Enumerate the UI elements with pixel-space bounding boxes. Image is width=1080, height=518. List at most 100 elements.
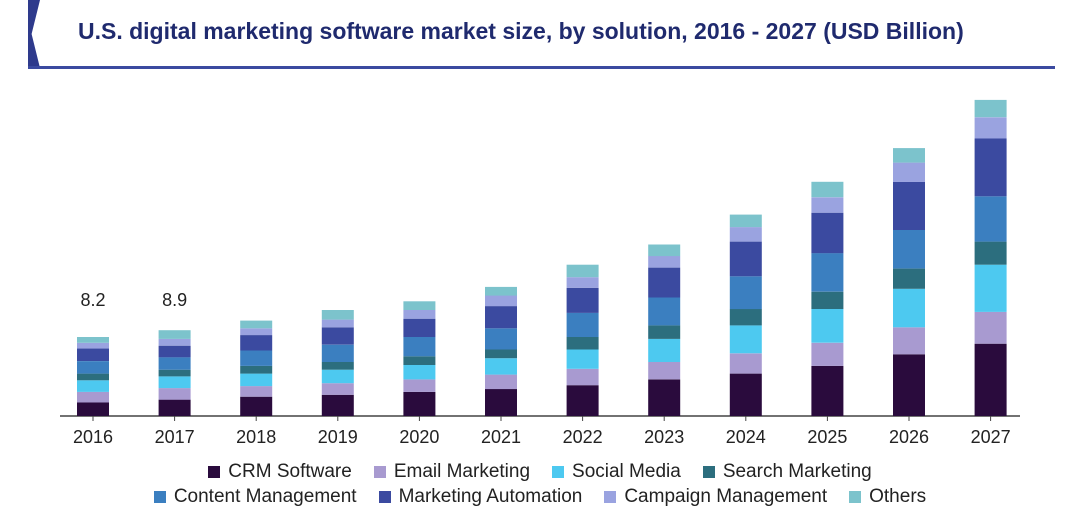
bar-segment-2018-crm-software	[240, 396, 273, 416]
legend-swatch	[849, 491, 862, 503]
bar-segment-2018-marketing-automation	[240, 335, 273, 351]
bar-segment-2018-campaign-management	[240, 328, 273, 335]
legend-row-1: CRM Software Email Marketing Social Media S…	[0, 461, 1080, 483]
legend-swatch	[378, 491, 391, 503]
x-tick-label: 2026	[889, 427, 929, 447]
bar-segment-2019-marketing-automation	[321, 327, 354, 345]
bar-segment-2021-crm-software	[485, 389, 517, 416]
bar-segment-2024-search-marketing	[729, 309, 762, 326]
bar-segment-2020-search-marketing	[403, 356, 436, 365]
bar-segment-2017-marketing-automation	[158, 345, 191, 358]
legend-swatch	[373, 466, 386, 478]
bar-segment-2026-email-marketing	[893, 327, 925, 355]
stacked-bar-chart: 2016 2017 2018 2019 2020 2021 2022 2023 2024 2025…	[60, 99, 1020, 447]
bar-segment-2016-social-media	[77, 380, 109, 392]
bar-segment-2024-marketing-automation	[729, 241, 762, 277]
bar-segment-2016-search-marketing	[77, 373, 109, 381]
legend-swatch	[702, 466, 715, 478]
bar-segment-2026-marketing-automation	[893, 181, 925, 230]
bar-segment-2026-content-management	[893, 230, 925, 269]
bar-segment-2025-crm-software	[811, 365, 844, 416]
bar-segment-2022-marketing-automation	[566, 287, 599, 313]
legend-item-marketing-automation: Marketing Automation	[378, 486, 583, 508]
bar-segment-2024-campaign-management	[729, 227, 762, 242]
legend-label: Others	[869, 486, 927, 507]
bar-segment-2024-social-media	[729, 325, 762, 354]
bar-segment-2017-crm-software	[158, 399, 191, 416]
x-tick-label: 2017	[155, 427, 195, 447]
bar-segment-2018-content-management	[240, 350, 273, 366]
bar-segment-2019-search-marketing	[321, 362, 354, 370]
bar-segment-2026-crm-software	[893, 354, 925, 416]
bar-segment-2022-campaign-management	[566, 277, 599, 288]
legend-swatch	[552, 466, 565, 478]
bar-segment-2022-email-marketing	[566, 368, 599, 386]
x-tick-label: 2023	[644, 427, 684, 447]
bar-segment-2022-others	[566, 264, 599, 278]
bar-segment-2026-social-media	[893, 288, 925, 328]
bar-segment-2027-others	[974, 99, 1007, 118]
bar-segment-2017-email-marketing	[158, 388, 191, 400]
bar-segment-2025-marketing-automation	[811, 212, 844, 254]
bar-segment-2016-email-marketing	[77, 391, 109, 403]
legend-label: Marketing Automation	[398, 486, 583, 507]
bar-segment-2025-email-marketing	[811, 342, 844, 366]
x-tick-label: 2022	[563, 427, 603, 447]
bar-segment-2020-campaign-management	[403, 310, 436, 319]
bar-segment-2027-content-management	[974, 196, 1007, 242]
legend-row-2: Content Management Marketing Automation Ca…	[0, 486, 1080, 508]
bar-segment-2017-social-media	[158, 376, 191, 389]
header-accent	[28, 0, 40, 68]
bar-segment-2017-content-management	[158, 357, 191, 370]
bar-segment-2023-content-management	[648, 297, 681, 326]
bar-segment-2023-social-media	[648, 338, 681, 362]
x-tick-label: 2020	[399, 427, 439, 447]
bar-segment-2017-campaign-management	[158, 338, 191, 346]
bar-segment-2017-others	[158, 330, 191, 339]
bar-segment-2025-search-marketing	[811, 291, 844, 309]
bar-segment-2023-crm-software	[648, 379, 681, 416]
chart-title: U.S. digital marketing software market s…	[78, 18, 964, 44]
bar-segment-2027-email-marketing	[974, 311, 1007, 344]
bar-segment-2027-marketing-automation	[974, 138, 1007, 197]
bar-segment-2027-social-media	[974, 264, 1007, 312]
bar-segment-2022-crm-software	[566, 385, 599, 416]
bar-segment-2023-email-marketing	[648, 362, 681, 380]
legend-label: Campaign Management	[624, 486, 828, 507]
bar-segment-2021-social-media	[485, 358, 517, 375]
bar-segment-2022-content-management	[566, 312, 599, 337]
bar-segment-2020-social-media	[403, 364, 436, 380]
bar-segment-2019-crm-software	[321, 394, 354, 416]
bar-segment-2018-social-media	[240, 373, 273, 387]
bar-segment-2021-search-marketing	[485, 349, 517, 359]
x-tick-label: 2024	[726, 427, 766, 447]
legend-item-search-marketing: Search Marketing	[702, 461, 872, 483]
bar-segment-2026-others	[893, 148, 925, 163]
bar-segment-2020-others	[403, 301, 436, 310]
bar-segment-2025-campaign-management	[811, 197, 844, 213]
bar-segment-2020-marketing-automation	[403, 318, 436, 337]
bar-segment-2019-email-marketing	[321, 383, 354, 395]
legend-label: Email Marketing	[393, 461, 531, 482]
legend-swatch	[153, 491, 166, 503]
bar-segment-2023-marketing-automation	[648, 267, 681, 298]
legend-label: Social Media	[572, 461, 681, 482]
x-tick-label: 2021	[481, 427, 521, 447]
legend-item-content-management: Content Management	[153, 486, 357, 508]
bar-segment-2018-email-marketing	[240, 386, 273, 397]
legend-item-email-marketing: Email Marketing	[373, 461, 531, 483]
x-tick-label: 2025	[807, 427, 847, 447]
bar-segment-2022-search-marketing	[566, 337, 599, 350]
x-tick-label: 2016	[73, 427, 113, 447]
data-label-2017: 8.9	[162, 290, 187, 310]
bar-segment-2016-content-management	[77, 361, 109, 374]
bar-segment-2019-campaign-management	[321, 319, 354, 328]
bar-segment-2021-email-marketing	[485, 374, 517, 390]
bar-segment-2017-search-marketing	[158, 369, 191, 377]
legend-label: CRM Software	[228, 461, 352, 482]
bar-segment-2023-search-marketing	[648, 325, 681, 339]
x-tick-label: 2027	[971, 427, 1011, 447]
bar-segment-2016-campaign-management	[77, 342, 109, 349]
bar-segment-2022-social-media	[566, 349, 599, 369]
